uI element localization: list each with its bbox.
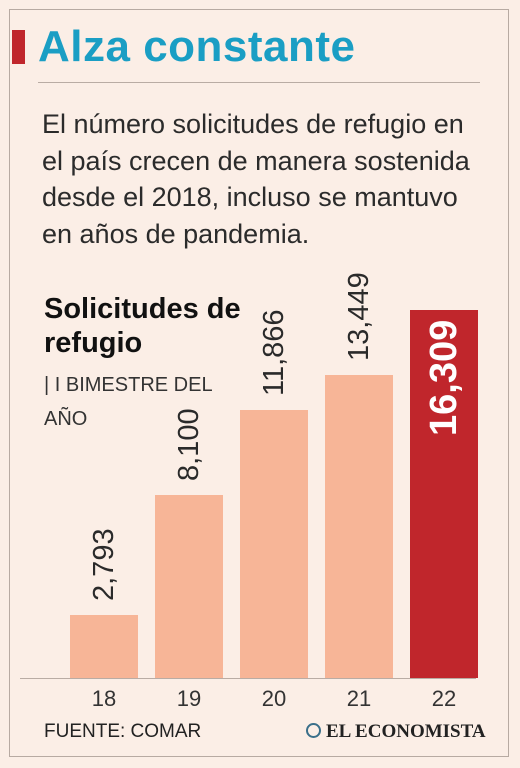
chart-subtitle: | I BIMESTRE DEL AÑO xyxy=(44,374,212,430)
x-tick-label: 19 xyxy=(176,686,202,711)
brand-icon xyxy=(306,723,321,738)
bar-21 xyxy=(325,374,393,678)
bar-value-label: 13,449 xyxy=(343,271,375,361)
page-title: Alza constante xyxy=(38,22,356,71)
x-tick-label: 18 xyxy=(91,686,117,711)
source-note: FUENTE: COMAR xyxy=(44,721,202,742)
bar-18 xyxy=(70,614,138,678)
bar-value-label: 11,866 xyxy=(258,309,290,397)
x-axis-line xyxy=(20,678,476,679)
bar-value-label: 8,100 xyxy=(173,408,205,482)
x-tick-label: 22 xyxy=(431,686,457,711)
bar-value-label: 2,793 xyxy=(88,528,120,601)
title-divider xyxy=(38,82,480,83)
brand-name: EL ECONOMISTA xyxy=(326,721,486,742)
bar-22 xyxy=(410,310,478,678)
bar-20 xyxy=(240,410,308,678)
bar-19 xyxy=(155,495,223,678)
bar-value-label: 16,309 xyxy=(423,319,465,436)
frame-border xyxy=(9,9,509,757)
brand-logo: EL ECONOMISTA xyxy=(306,721,486,743)
x-tick-label: 20 xyxy=(261,686,287,711)
x-tick-label: 21 xyxy=(346,686,372,711)
description-text: El número solicitudes de refugio en el p… xyxy=(42,109,470,249)
chart-title: Solicitudes de refugio xyxy=(44,293,241,359)
title-accent-bar xyxy=(12,30,25,64)
